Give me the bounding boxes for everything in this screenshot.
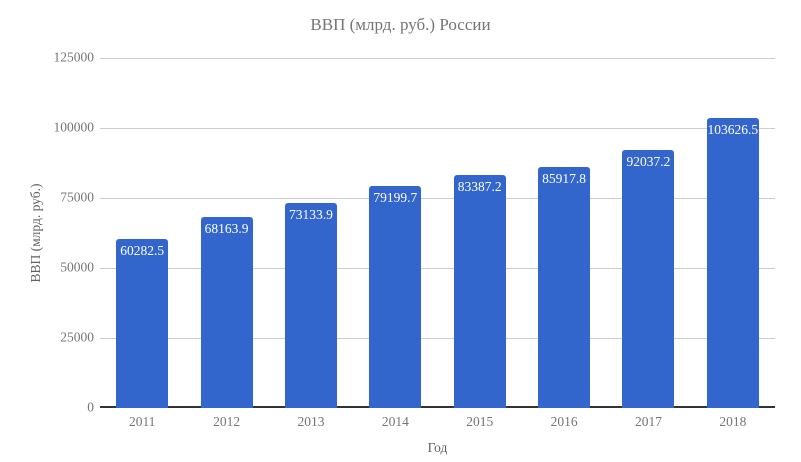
y-axis-ticks: 0 25000 50000 75000 100000 125000 — [0, 50, 95, 415]
gridline — [100, 198, 775, 199]
chart-title: ВВП (млрд. руб.) России — [310, 15, 491, 34]
x-axis-ticks: 2011 2012 2013 2014 2015 2016 2017 2018 — [100, 414, 775, 430]
x-tick-label-2011: 2011 — [128, 414, 156, 429]
y-tick-label: 50000 — [60, 259, 94, 275]
x-axis-title: Год — [427, 440, 448, 455]
bar-2015[interactable]: 83387.2 — [453, 174, 506, 408]
x-tick-label-2017: 2017 — [634, 414, 662, 429]
y-tick-label: 125000 — [53, 49, 95, 65]
bar-slot: 68163.9 — [184, 58, 268, 408]
bar-value-label: 79199.7 — [373, 190, 418, 206]
bar-slot: 60282.5 — [100, 58, 184, 408]
bar-value-label: 68163.9 — [204, 221, 249, 237]
gridline — [100, 338, 775, 339]
y-tick-label: 25000 — [60, 329, 94, 345]
bar-slot: 73133.9 — [269, 58, 353, 408]
bar-2012[interactable]: 68163.9 — [200, 217, 253, 408]
bar-2011[interactable]: 60282.5 — [116, 239, 169, 408]
bar-slot: 92037.2 — [606, 58, 690, 408]
x-tick-label-2012: 2012 — [213, 414, 241, 429]
bar-2016[interactable]: 85917.8 — [538, 167, 591, 408]
bar-value-label: 60282.5 — [120, 243, 165, 259]
bar-value-label: 85917.8 — [542, 171, 586, 187]
x-tick-label-2018: 2018 — [719, 414, 747, 429]
bar-value-label: 92037.2 — [626, 154, 671, 170]
bar-2013[interactable]: 73133.9 — [284, 203, 337, 408]
gridline — [100, 128, 775, 129]
bar-2014[interactable]: 79199.7 — [369, 186, 422, 408]
bar-value-label: 103626.5 — [707, 121, 759, 137]
bars-row: 60282.5 68163.9 73133.9 79199.7 83387.2 85917… — [100, 58, 775, 408]
y-tick-label: 100000 — [53, 119, 95, 135]
bar-slot: 85917.8 — [522, 58, 606, 408]
x-tick-label-2016: 2016 — [550, 414, 578, 429]
gridline — [100, 58, 775, 59]
bar-slot: 79199.7 — [353, 58, 437, 408]
bar-2018[interactable]: 103626.5 — [706, 117, 759, 408]
bar-2017[interactable]: 92037.2 — [622, 150, 675, 408]
x-tick-label-2014: 2014 — [381, 414, 409, 429]
plot-area: 60282.5 68163.9 73133.9 79199.7 83387.2 85917… — [100, 58, 775, 408]
bar-value-label: 83387.2 — [457, 178, 502, 194]
y-tick-label: 75000 — [60, 189, 94, 205]
x-tick-label-2015: 2015 — [466, 414, 494, 429]
bar-slot: 83387.2 — [438, 58, 522, 408]
x-axis-baseline — [100, 406, 775, 408]
x-tick-label-2013: 2013 — [297, 414, 325, 429]
bar-slot: 103626.5 — [691, 58, 775, 408]
gridline — [100, 268, 775, 269]
bar-value-label: 73133.9 — [289, 207, 333, 223]
y-tick-label: 0 — [87, 399, 94, 415]
